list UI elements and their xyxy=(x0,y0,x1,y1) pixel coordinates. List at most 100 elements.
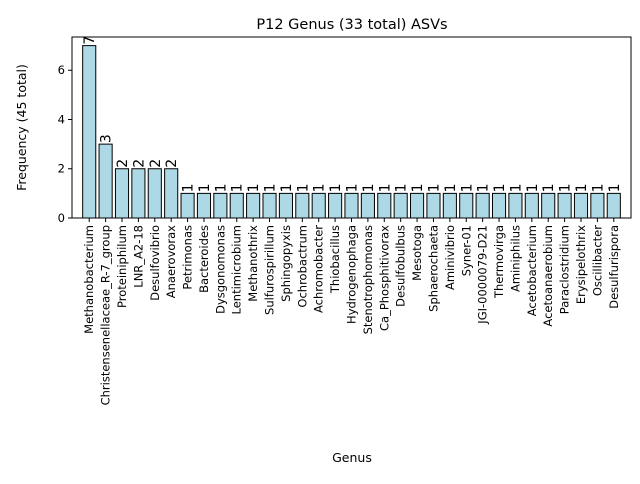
x-tick-label: LNR_A2-18 xyxy=(131,225,145,288)
bar-value-label: 1 xyxy=(410,183,426,192)
bar-value-label: 1 xyxy=(492,183,508,192)
bar-value-label: 1 xyxy=(525,183,541,192)
bar xyxy=(475,192,490,219)
bar xyxy=(459,192,474,219)
bar-value-label: 2 xyxy=(164,159,180,168)
bar-value-label: 1 xyxy=(312,183,328,192)
bar xyxy=(590,192,605,219)
bar-value-label: 1 xyxy=(246,183,262,192)
x-tick-label: Desulfovibrio xyxy=(148,225,162,301)
bar xyxy=(573,192,589,219)
x-tick-label: Erysipelothrix xyxy=(574,225,588,304)
bar xyxy=(328,192,343,219)
bar xyxy=(344,192,359,219)
x-tick-label: Mesotoga xyxy=(410,225,424,281)
bar-value-label: 1 xyxy=(574,183,590,192)
bar-value-label: 2 xyxy=(131,159,147,168)
bar xyxy=(360,192,375,219)
bar xyxy=(557,192,572,219)
bar xyxy=(377,192,392,219)
bar xyxy=(426,192,441,219)
bar xyxy=(164,168,179,219)
bar-value-labels: 732 2 2 21 1 1 1 1 1 1 1 1 1 1 1 1 1 1 1 1 1 1 1 1 1 1 1 1 1 1 xyxy=(82,36,623,193)
bar-value-label: 1 xyxy=(279,183,295,192)
bar-value-label: 1 xyxy=(181,183,197,192)
x-tick-label: Bacteroides xyxy=(197,225,211,293)
bar xyxy=(541,192,556,219)
x-tick-label: Acetoanaerobium xyxy=(541,225,555,327)
bars-layer xyxy=(82,45,621,219)
bar xyxy=(131,168,146,219)
y-tick-label: 2 xyxy=(58,162,65,176)
x-tick-label: Christensenellaceae_R-7_group xyxy=(99,225,113,405)
x-tick-label: Aminiphilus xyxy=(508,225,522,292)
x-tick-label: Achromobacter xyxy=(312,225,326,313)
bar xyxy=(180,192,195,219)
y-tick-label: 4 xyxy=(58,112,65,126)
x-tick-label: Thermovirga xyxy=(492,225,506,299)
bar xyxy=(82,45,97,219)
y-axis-label: Frequency (45 total) xyxy=(14,64,29,191)
bar-value-label: 1 xyxy=(263,183,279,192)
bar-value-label: 1 xyxy=(459,183,475,192)
bar-value-label: 1 xyxy=(558,183,574,192)
bar-value-label: 1 xyxy=(590,183,606,192)
x-tick-label: Sulfurospirillum xyxy=(263,225,277,315)
bar-value-label: 2 xyxy=(148,159,164,168)
bar xyxy=(278,192,293,219)
x-tick-label: Sphingopyxis xyxy=(279,225,293,302)
bar xyxy=(229,192,244,219)
x-tick-label: Lentimicrobium xyxy=(230,225,244,315)
x-tick-label: Dysgonomonas xyxy=(213,225,227,314)
x-tick-label: Sphaerochaeta xyxy=(426,225,440,312)
x-tick-label: Petrimonas xyxy=(181,225,195,290)
x-tick-label: Stenotrophomonas xyxy=(361,225,375,334)
y-tick-label: 0 xyxy=(58,211,65,225)
x-tick-label: Methanobacterium xyxy=(82,225,96,334)
bar xyxy=(262,192,277,219)
x-tick-label: Desulfurispora xyxy=(607,225,621,309)
bar-value-label: 1 xyxy=(426,183,442,192)
x-tick-label: Oscillibacter xyxy=(590,225,604,296)
x-axis: Methanobacterium Christensenellaceae_R-7_… xyxy=(82,218,621,405)
bar xyxy=(114,168,130,219)
bar xyxy=(508,192,523,219)
bar xyxy=(196,192,212,219)
x-tick-label: Ca_Phosphitivorax xyxy=(377,225,391,331)
y-axis: 0 2 4 6 xyxy=(58,63,72,225)
y-tick-label: 6 xyxy=(58,63,65,77)
bar-value-label: 1 xyxy=(361,183,377,192)
x-tick-label: JGI-0000079-D21 xyxy=(476,225,490,325)
bar-value-label: 1 xyxy=(476,183,492,192)
bar xyxy=(606,192,621,219)
bar-value-label: 1 xyxy=(328,183,344,192)
bar-value-label: 3 xyxy=(99,134,115,143)
x-axis-label: Genus xyxy=(332,450,372,465)
bar-value-label: 1 xyxy=(541,183,557,192)
chart-title: P12 Genus (33 total) ASVs xyxy=(256,17,447,33)
x-tick-label: Ochrobactrum xyxy=(295,225,309,308)
bar xyxy=(147,168,162,219)
bar-value-label: 1 xyxy=(213,183,229,192)
x-tick-label: Aminivibrio xyxy=(443,225,457,290)
bar xyxy=(246,192,261,219)
x-tick-label: Desulfobulbus xyxy=(394,225,408,307)
bar xyxy=(213,192,228,219)
bar-value-label: 1 xyxy=(295,183,311,192)
bar xyxy=(98,143,113,219)
bar-value-label: 2 xyxy=(115,159,131,168)
bar-value-label: 1 xyxy=(508,183,524,192)
plot-area-frame xyxy=(71,36,632,219)
bar-value-label: 1 xyxy=(394,183,410,192)
bar-value-label: 1 xyxy=(607,183,623,192)
bar xyxy=(393,192,408,219)
bar-value-label: 1 xyxy=(443,183,459,192)
x-tick-label: Anaerovorax xyxy=(164,225,178,298)
bar-value-label: 7 xyxy=(82,36,98,45)
bar-value-label: 1 xyxy=(377,183,393,192)
bar-value-label: 1 xyxy=(345,183,361,192)
bar xyxy=(295,192,310,219)
